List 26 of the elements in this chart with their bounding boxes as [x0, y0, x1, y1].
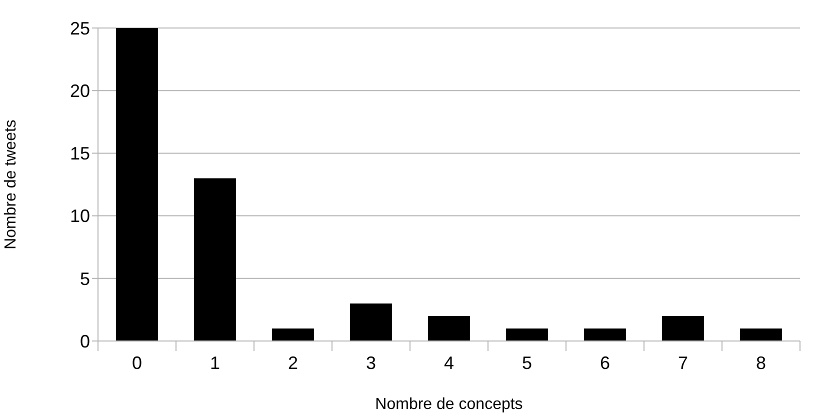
- x-axis-title: Nombre de concepts: [375, 396, 523, 413]
- y-tick-label: 0: [80, 331, 90, 352]
- y-axis-title: Nombre de tweets: [2, 120, 20, 250]
- bar: [272, 328, 314, 341]
- x-tick-label: 8: [756, 353, 766, 373]
- bar: [194, 178, 236, 341]
- x-tick-label: 1: [210, 353, 220, 373]
- bar: [740, 328, 782, 341]
- y-tick-label: 5: [80, 268, 90, 289]
- x-tick-label: 6: [600, 353, 610, 373]
- bar: [428, 316, 470, 341]
- y-tick-label: 15: [70, 144, 90, 164]
- x-tick-label: 2: [288, 353, 298, 373]
- y-tick-label: 25: [70, 18, 90, 38]
- x-tick-label: 0: [132, 353, 142, 373]
- y-tick-label: 10: [70, 206, 90, 226]
- x-tick-label: 5: [522, 353, 532, 373]
- bar: [506, 328, 548, 341]
- x-tick-label: 3: [366, 353, 376, 373]
- bar: [662, 316, 704, 341]
- bar: [116, 28, 158, 341]
- x-tick-label: 4: [444, 353, 454, 373]
- y-tick-label: 20: [70, 80, 90, 101]
- x-tick-label: 7: [678, 353, 688, 373]
- bar: [584, 328, 626, 341]
- bar: [350, 303, 392, 341]
